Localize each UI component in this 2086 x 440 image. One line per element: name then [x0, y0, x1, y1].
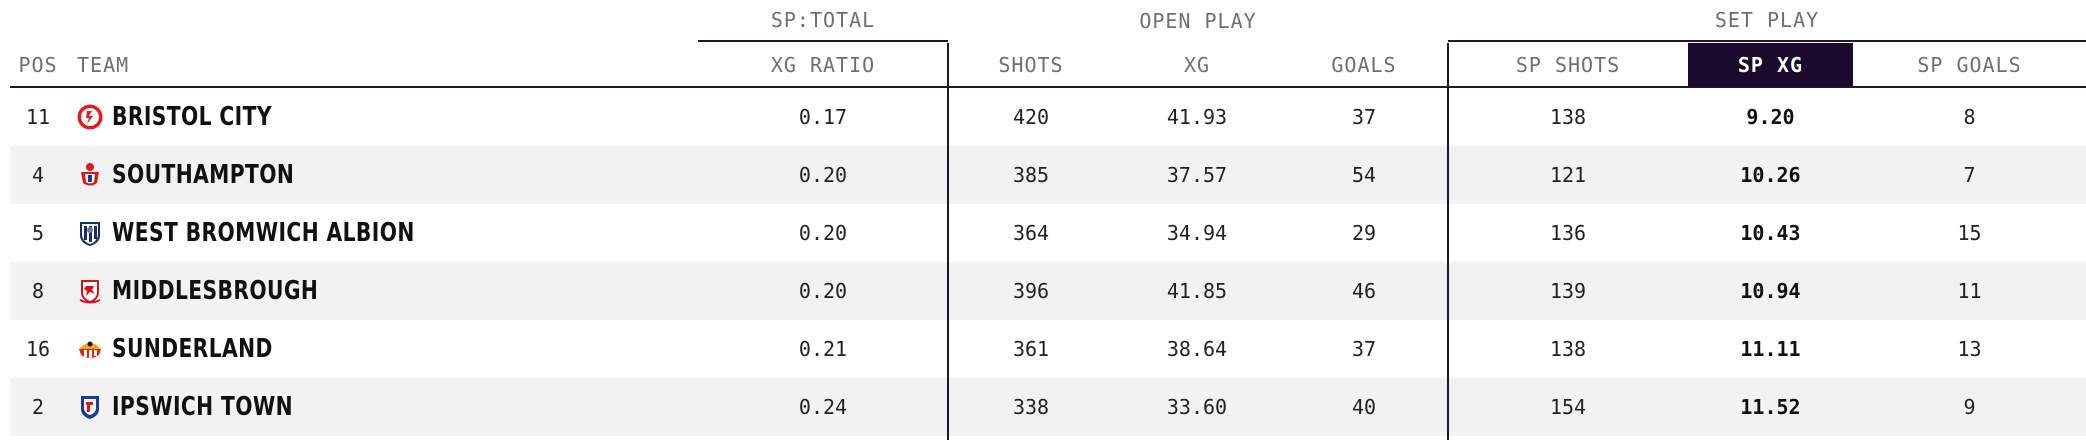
team-cell: IPSWICH TOWN	[76, 378, 344, 436]
table-row[interactable]: 2 IPSWICH TOWN 0.24 338 33.60 40 154 11.…	[10, 378, 2086, 436]
shots-cell: 385	[1012, 163, 1050, 187]
table-body: 11 BRISTOL CITY 0.17 420 41.93 37 138 9.…	[10, 88, 2086, 436]
team-cell: WEST BROMWICH ALBION	[76, 204, 500, 262]
sp-xg-cell: 10.43	[1740, 221, 1801, 245]
pos-cell: 5	[31, 221, 45, 245]
sp-xg-cell: 11.11	[1740, 337, 1801, 361]
southampton-crest-icon	[76, 161, 104, 189]
shots-cell: 361	[1012, 337, 1050, 361]
header-team[interactable]: TEAM	[77, 52, 130, 77]
column-header-row: POS TEAM XG RATIO SHOTS XG GOALS SP SHOT…	[10, 43, 2086, 88]
xg-ratio-cell: 0.17	[798, 105, 848, 129]
sp-shots-cell: 138	[1549, 105, 1587, 129]
xg-cell: 41.85	[1166, 279, 1228, 303]
xg-ratio-cell: 0.21	[798, 337, 848, 361]
sp-goals-cell: 15	[1957, 221, 1982, 245]
pos-cell: 16	[25, 337, 51, 361]
header-xg-ratio[interactable]: XG RATIO	[770, 52, 876, 77]
team-name: BRISTOL CITY	[112, 102, 272, 132]
west-bromwich-albion-crest-icon	[76, 219, 104, 247]
team-name: SUNDERLAND	[112, 334, 273, 364]
group-set-play: SET PLAY	[1448, 0, 2086, 42]
xg-ratio-cell: 0.20	[798, 221, 848, 245]
sp-shots-cell: 138	[1549, 337, 1587, 361]
team-cell: SUNDERLAND	[76, 320, 318, 378]
xg-ratio-cell: 0.20	[798, 279, 848, 303]
header-sp-xg[interactable]: SP XG	[1688, 43, 1853, 86]
pos-cell: 4	[31, 163, 45, 187]
group-header-row: SP:TOTAL OPEN PLAY SET PLAY	[10, 0, 2086, 43]
sp-shots-cell: 154	[1549, 395, 1587, 419]
goals-cell: 54	[1351, 163, 1377, 187]
table-row[interactable]: 5 WEST BROMWICH ALBION 0.20 364 34.94 29…	[10, 204, 2086, 262]
xg-ratio-cell: 0.20	[798, 163, 848, 187]
header-goals[interactable]: GOALS	[1331, 52, 1397, 77]
header-sp-goals[interactable]: SP GOALS	[1917, 52, 2022, 77]
goals-cell: 46	[1351, 279, 1377, 303]
middlesbrough-crest-icon	[76, 277, 104, 305]
header-shots[interactable]: SHOTS	[998, 52, 1064, 77]
sp-shots-cell: 139	[1549, 279, 1587, 303]
divider-set-play	[1447, 43, 1449, 440]
sp-shots-cell: 136	[1549, 221, 1587, 245]
pos-cell: 2	[31, 395, 45, 419]
xg-cell: 38.64	[1166, 337, 1228, 361]
sp-shots-cell: 121	[1549, 163, 1587, 187]
sp-goals-cell: 13	[1957, 337, 1982, 361]
header-sp-shots[interactable]: SP SHOTS	[1515, 52, 1621, 77]
table-row[interactable]: 16 SUNDERLAND 0.21 361 38.64 37 138 11.1…	[10, 320, 2086, 378]
sp-goals-cell: 9	[1963, 395, 1976, 419]
goals-cell: 29	[1351, 221, 1377, 245]
pos-cell: 8	[31, 279, 45, 303]
sp-goals-cell: 8	[1963, 105, 1976, 129]
xg-cell: 34.94	[1166, 221, 1228, 245]
xg-cell: 33.60	[1166, 395, 1228, 419]
sp-xg-cell: 11.52	[1740, 395, 1801, 419]
bristol-city-crest-icon	[76, 103, 104, 131]
header-xg[interactable]: XG	[1183, 52, 1211, 77]
team-cell: BRISTOL CITY	[76, 88, 317, 146]
pos-cell: 11	[25, 105, 51, 129]
team-name: SOUTHAMPTON	[112, 160, 295, 190]
goals-cell: 40	[1351, 395, 1377, 419]
team-cell: SOUTHAMPTON	[76, 146, 346, 204]
team-name: WEST BROMWICH ALBION	[112, 218, 415, 248]
shots-cell: 364	[1012, 221, 1050, 245]
goals-cell: 37	[1351, 337, 1377, 361]
team-cell: MIDDLESBROUGH	[76, 262, 376, 320]
shots-cell: 420	[1012, 105, 1050, 129]
sp-xg-cell: 10.94	[1740, 279, 1801, 303]
stats-table: SP:TOTAL OPEN PLAY SET PLAY POS TEAM XG …	[10, 0, 2086, 440]
sp-goals-cell: 7	[1963, 163, 1976, 187]
sp-xg-cell: 10.26	[1740, 163, 1801, 187]
divider-open-play	[947, 43, 949, 440]
xg-cell: 41.93	[1166, 105, 1228, 129]
table-row[interactable]: 4 SOUTHAMPTON 0.20 385 37.57 54 121 10.2…	[10, 146, 2086, 204]
goals-cell: 37	[1351, 105, 1377, 129]
table-row[interactable]: 11 BRISTOL CITY 0.17 420 41.93 37 138 9.…	[10, 88, 2086, 146]
shots-cell: 396	[1012, 279, 1050, 303]
group-sp-total: SP:TOTAL	[698, 0, 948, 42]
xg-ratio-cell: 0.24	[798, 395, 848, 419]
sp-goals-cell: 11	[1957, 279, 1982, 303]
shots-cell: 338	[1012, 395, 1050, 419]
header-pos[interactable]: POS	[18, 52, 58, 77]
sp-xg-cell: 9.20	[1746, 105, 1795, 129]
team-name: IPSWICH TOWN	[112, 392, 293, 422]
xg-cell: 37.57	[1166, 163, 1228, 187]
ipswich-town-crest-icon	[76, 393, 104, 421]
table-row[interactable]: 8 MIDDLESBROUGH 0.20 396 41.85 46 139 10…	[10, 262, 2086, 320]
team-name: MIDDLESBROUGH	[112, 276, 319, 306]
sunderland-crest-icon	[76, 335, 104, 363]
group-open-play: OPEN PLAY	[1139, 9, 1257, 33]
